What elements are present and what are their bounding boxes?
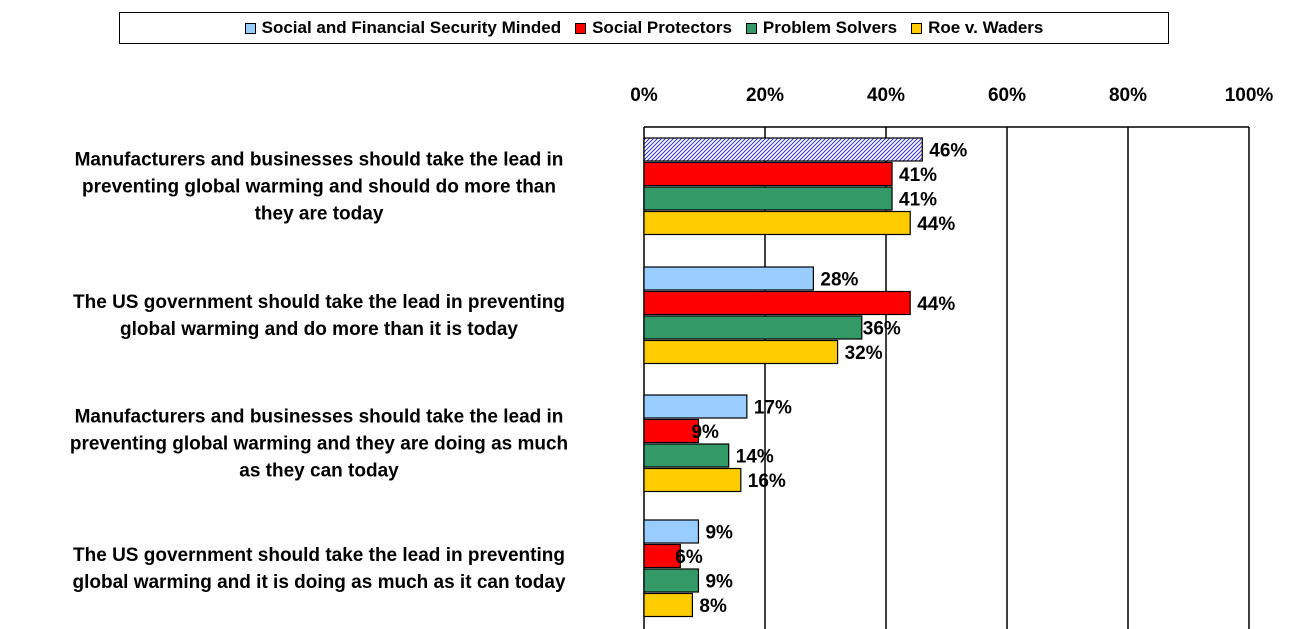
legend-label: Roe v. Waders: [928, 18, 1044, 37]
bar: [643, 519, 700, 544]
bar: [643, 315, 863, 340]
legend-item: Problem Solvers: [745, 18, 898, 38]
data-label: 14%: [736, 447, 774, 468]
data-label: 9%: [705, 523, 733, 544]
legend-item: Roe v. Waders: [911, 18, 1043, 38]
bar: [643, 592, 694, 618]
bar: [643, 339, 839, 365]
data-label: 41%: [899, 165, 937, 186]
x-tick-label: 60%: [988, 85, 1026, 106]
bar: [643, 161, 893, 187]
legend-swatch: [745, 22, 757, 34]
legend-swatch: [575, 22, 587, 34]
bar: [643, 418, 700, 444]
bar: [643, 266, 814, 291]
bar: [643, 290, 911, 316]
x-tick-label: 80%: [1109, 85, 1147, 106]
legend-label: Social and Financial Security Minded: [261, 18, 562, 37]
bar: [643, 137, 923, 162]
legend-swatch: [244, 22, 256, 34]
bar: [643, 467, 742, 493]
data-label: 44%: [917, 214, 955, 235]
data-label: 36%: [863, 319, 901, 340]
x-tick-label: 40%: [867, 85, 905, 106]
legend-swatch: [911, 22, 923, 34]
category-label: The US government should take the lead i…: [72, 545, 565, 593]
data-label: 32%: [845, 343, 883, 364]
data-label: 28%: [820, 270, 858, 291]
category-label: Manufacturers and businesses should take…: [70, 406, 568, 481]
bar: [643, 210, 911, 236]
x-tick-label: 100%: [1225, 85, 1274, 106]
data-label: 6%: [675, 547, 703, 568]
legend-item: Social Protectors: [575, 18, 732, 38]
bar: [643, 186, 893, 211]
data-label: 41%: [899, 190, 937, 211]
data-label: 46%: [929, 141, 967, 162]
legend: Social and Financial Security Minded Soci…: [119, 12, 1169, 44]
data-label: 9%: [705, 572, 733, 593]
bar: [643, 543, 681, 569]
legend-item: Social and Financial Security Minded: [244, 18, 562, 38]
data-label: 16%: [748, 471, 786, 492]
data-label: 9%: [691, 422, 719, 443]
category-label: The US government should take the lead i…: [73, 292, 565, 340]
category-label: Manufacturers and businesses should take…: [75, 149, 564, 224]
legend-label: Social Protectors: [592, 18, 732, 37]
legend-label: Problem Solvers: [762, 18, 898, 37]
data-label: 44%: [917, 294, 955, 315]
x-tick-label: 20%: [746, 85, 784, 106]
bar: [643, 394, 748, 419]
data-label: 17%: [754, 398, 792, 419]
x-tick-label: 0%: [630, 85, 658, 106]
bar: [643, 443, 730, 468]
bar: [643, 568, 700, 593]
data-label: 8%: [699, 596, 727, 617]
